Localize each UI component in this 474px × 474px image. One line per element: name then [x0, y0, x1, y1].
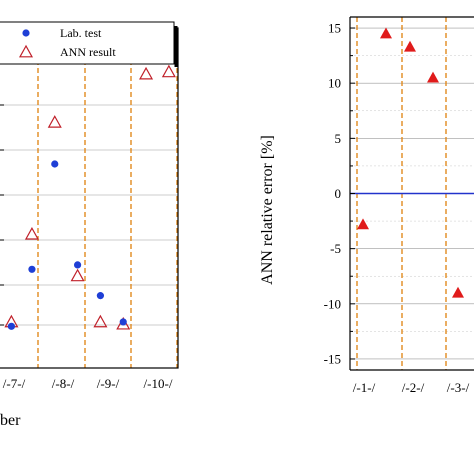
left-plot-panel: /-7-/ /-8-/ /-9-/ /-10-/ ber Lab. test ANN … [0, 21, 179, 429]
right-y-tick-label: -5 [330, 241, 341, 256]
ann-result-point [24, 226, 39, 240]
right-y-axis-title: ANN relative error [%] [259, 135, 276, 285]
right-x-tick-labels: /-1-/ /-2-/ /-3-/ [353, 380, 470, 395]
right-x-tick-label: /-3-/ [447, 380, 470, 395]
left-x-tick-label: /-7-/ [3, 376, 26, 391]
left-y-ticks [0, 59, 4, 326]
right-y-tick-label: -15 [324, 351, 341, 366]
right-y-tick-label: 15 [328, 21, 341, 36]
relative-error-point [380, 27, 392, 39]
right-x-tick-label: /-2-/ [402, 380, 425, 395]
relative-error-point [452, 286, 464, 298]
relative-error-point [404, 40, 416, 52]
relative-error-point [427, 71, 439, 83]
left-x-tick-labels: /-7-/ /-8-/ /-9-/ /-10-/ [3, 376, 173, 391]
left-x-axis-title: ber [0, 412, 21, 429]
right-y-tick-label: -10 [324, 296, 341, 311]
lab-test-point [7, 322, 16, 330]
legend-marker-lab-test [22, 29, 30, 37]
right-plot-panel: 15 10 5 0 -5 -10 -15 /-1-/ /-2-/ /-3-/ ANN relat… [259, 16, 474, 395]
right-y-ticks: 15 10 5 0 -5 -10 -15 [324, 21, 355, 366]
right-data-points [357, 27, 464, 298]
relative-error-point [357, 218, 369, 230]
left-x-tick-label: /-9-/ [97, 376, 120, 391]
legend-marker-ann-result [18, 44, 34, 58]
ann-result-point [70, 268, 85, 282]
legend: Lab. test ANN result [0, 21, 178, 67]
lab-test-point [51, 160, 59, 168]
ann-result-point [139, 66, 154, 80]
lab-test-point [73, 261, 82, 269]
legend-label-ann-result: ANN result [60, 45, 116, 59]
left-gridlines [0, 59, 178, 326]
left-x-tick-label: /-10-/ [144, 376, 173, 391]
ann-result-point [161, 64, 176, 78]
legend-label-lab-test: Lab. test [60, 26, 102, 40]
lab-test-point [28, 265, 36, 273]
right-y-tick-label: 10 [328, 76, 341, 91]
ann-result-point [93, 314, 108, 328]
right-y-tick-label: 5 [335, 131, 342, 146]
lab-test-point [119, 318, 127, 326]
left-category-separators [37, 28, 178, 368]
lab-test-point [96, 292, 105, 300]
ann-result-point [47, 115, 62, 128]
left-data-points [4, 50, 176, 330]
right-y-tick-label: 0 [335, 186, 342, 201]
right-x-tick-label: /-1-/ [353, 380, 376, 395]
left-x-tick-label: /-8-/ [52, 376, 75, 391]
